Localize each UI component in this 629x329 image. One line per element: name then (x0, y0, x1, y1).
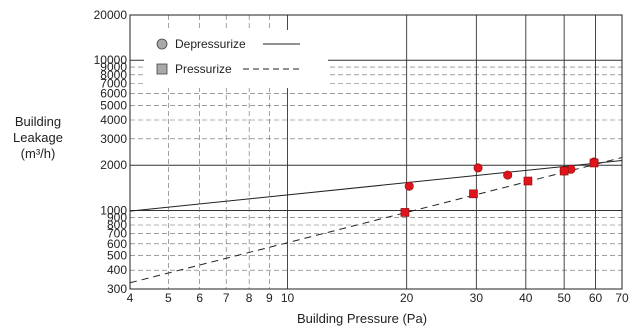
data-points (401, 158, 598, 217)
x-ticks: 4 5 6 7 8 9 10 20 30 40 50 60 70 (127, 291, 629, 305)
fit-line-depressurize (130, 161, 622, 212)
y-axis-label-line-2: Leakage (6, 130, 70, 146)
y-tick-label-2000: 2000 (100, 158, 127, 172)
y-tick-label-20000: 20000 (94, 8, 128, 22)
point-pressurize-3 (560, 167, 568, 175)
y-tick-label-300: 300 (107, 282, 127, 296)
y-axis-label: Building Leakage (m³/h) (6, 114, 70, 162)
x-tick-label-10: 10 (281, 291, 295, 305)
y-ticks: 3004005006007008009001000200030004000500… (94, 8, 128, 296)
x-axis-label: Building Pressure (Pa) (242, 311, 482, 326)
legend-square-icon (157, 64, 167, 74)
x-tick-label-30: 30 (470, 291, 484, 305)
y-tick-label-4000: 4000 (100, 113, 127, 127)
y-axis-label-line-3: (m³/h) (6, 146, 70, 162)
y-tick-label-1000: 1000 (100, 203, 127, 217)
x-tick-label-4: 4 (127, 291, 134, 305)
legend-circle-icon (157, 39, 167, 49)
x-tick-label-8: 8 (246, 291, 253, 305)
point-depressurize-0 (405, 182, 413, 190)
x-tick-label-50: 50 (557, 291, 571, 305)
point-depressurize-2 (503, 171, 511, 179)
fit-line-pressurize (130, 158, 622, 283)
y-tick-label-400: 400 (107, 263, 127, 277)
x-tick-label-60: 60 (589, 291, 603, 305)
x-tick-label-6: 6 (196, 291, 203, 305)
legend-label-depressurize: Depressurize (175, 37, 246, 51)
x-tick-label-5: 5 (165, 291, 172, 305)
x-tick-label-20: 20 (400, 291, 414, 305)
x-tick-label-70: 70 (615, 291, 629, 305)
point-depressurize-1 (474, 164, 482, 172)
point-pressurize-2 (524, 177, 532, 185)
x-tick-label-7: 7 (223, 291, 230, 305)
point-pressurize-4 (590, 159, 598, 167)
y-axis-label-line-1: Building (6, 114, 70, 130)
y-tick-label-10000: 10000 (94, 53, 128, 67)
y-tick-label-3000: 3000 (100, 132, 127, 146)
x-tick-label-9: 9 (266, 291, 273, 305)
fit-lines (130, 158, 622, 283)
legend-label-pressurize: Pressurize (175, 62, 232, 76)
point-pressurize-1 (469, 190, 477, 198)
legend: Depressurize Pressurize (144, 30, 328, 88)
point-pressurize-0 (401, 208, 409, 216)
x-tick-label-40: 40 (519, 291, 533, 305)
